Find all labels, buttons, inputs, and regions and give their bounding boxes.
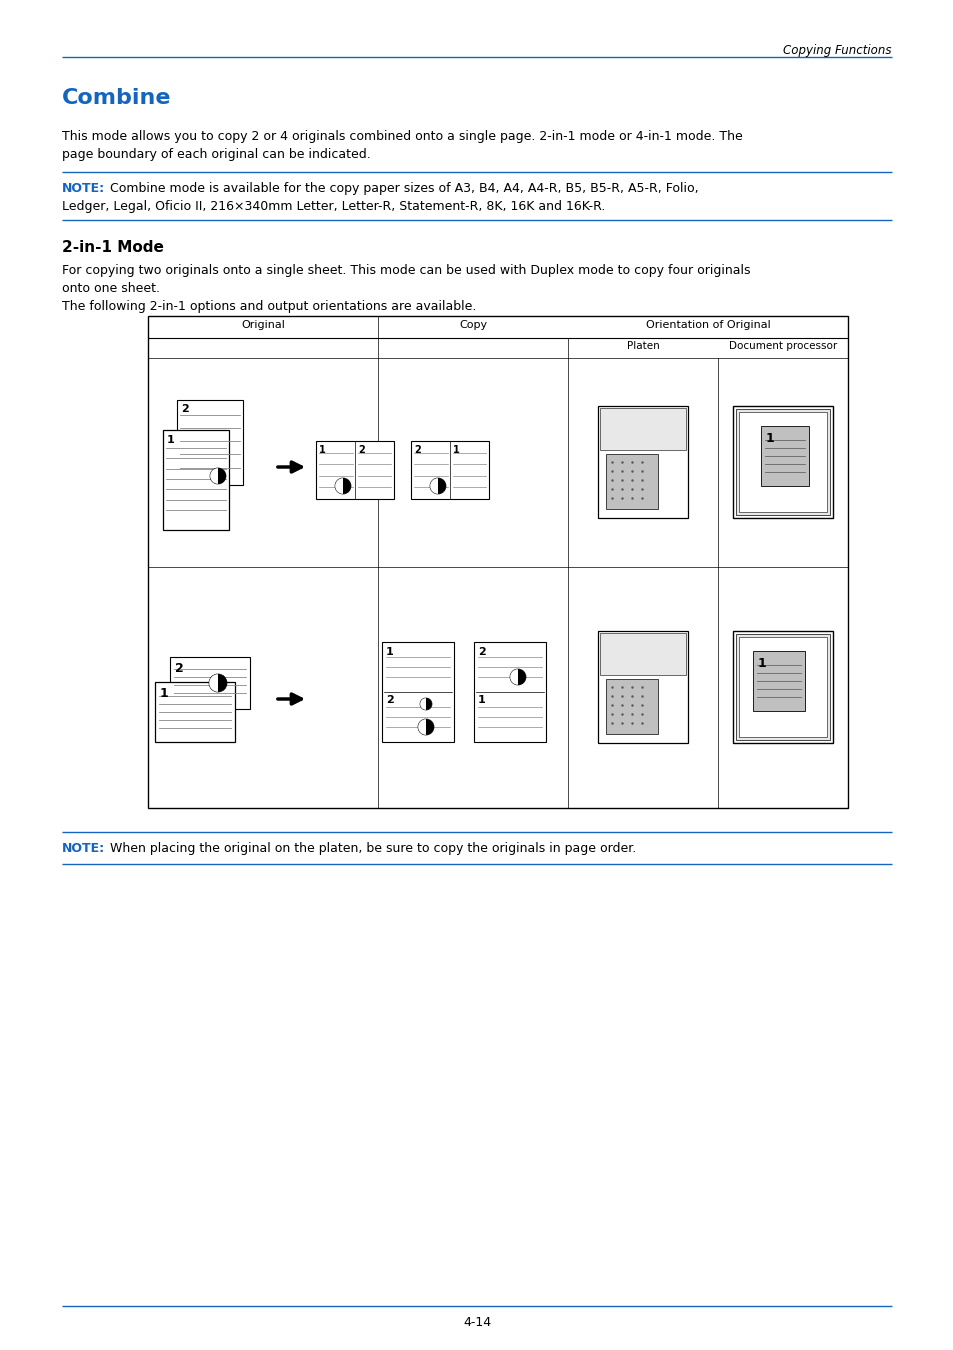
Wedge shape — [209, 674, 218, 691]
Wedge shape — [510, 670, 517, 684]
Text: Copying Functions: Copying Functions — [782, 45, 891, 57]
Text: Combine: Combine — [62, 88, 172, 108]
Text: 2: 2 — [357, 446, 364, 455]
Bar — [177, 400, 243, 485]
Text: Copy: Copy — [458, 320, 487, 329]
Wedge shape — [417, 720, 426, 734]
Circle shape — [209, 674, 227, 693]
Wedge shape — [430, 478, 437, 494]
Bar — [752, 651, 804, 711]
Bar — [735, 409, 829, 514]
Text: 4-14: 4-14 — [462, 1316, 491, 1328]
Bar — [599, 633, 685, 675]
Text: For copying two originals onto a single sheet. This mode can be used with Duplex: For copying two originals onto a single … — [62, 265, 750, 277]
Text: 2: 2 — [174, 662, 184, 675]
Text: When placing the original on the platen, be sure to copy the originals in page o: When placing the original on the platen,… — [106, 842, 636, 855]
Text: 1: 1 — [318, 446, 325, 455]
Bar — [760, 427, 808, 486]
Text: 1: 1 — [765, 432, 774, 446]
Text: Platen: Platen — [626, 342, 659, 351]
Text: Original: Original — [241, 320, 285, 329]
Bar — [170, 657, 250, 709]
Bar — [598, 630, 687, 743]
Text: 1: 1 — [758, 657, 766, 670]
Text: 2: 2 — [477, 647, 485, 657]
Text: 2-in-1 Mode: 2-in-1 Mode — [62, 240, 164, 255]
Bar — [474, 643, 545, 743]
Circle shape — [210, 468, 226, 485]
Wedge shape — [419, 698, 426, 710]
Text: Ledger, Legal, Oficio II, 216×340mm Letter, Letter-R, Statement-R, 8K, 16K and 1: Ledger, Legal, Oficio II, 216×340mm Lett… — [62, 200, 605, 213]
Bar — [598, 406, 687, 518]
Text: 1: 1 — [453, 446, 459, 455]
Bar — [315, 441, 394, 500]
Bar — [739, 637, 826, 737]
Bar — [148, 316, 847, 809]
Text: NOTE:: NOTE: — [62, 182, 105, 194]
Bar — [163, 431, 229, 531]
Circle shape — [430, 478, 446, 494]
Text: 2: 2 — [414, 446, 420, 455]
Text: 1: 1 — [477, 695, 485, 705]
Bar — [732, 406, 832, 518]
Circle shape — [419, 698, 432, 710]
Bar — [732, 630, 832, 743]
Bar — [381, 643, 454, 743]
Text: onto one sheet.: onto one sheet. — [62, 282, 160, 296]
Text: NOTE:: NOTE: — [62, 842, 105, 855]
Wedge shape — [335, 478, 343, 494]
Bar — [739, 412, 826, 512]
Bar — [735, 634, 829, 740]
Wedge shape — [210, 468, 218, 483]
Text: 2: 2 — [181, 405, 189, 414]
Text: 1: 1 — [386, 647, 394, 657]
Text: 1: 1 — [167, 435, 174, 446]
Text: page boundary of each original can be indicated.: page boundary of each original can be in… — [62, 148, 371, 161]
Text: Orientation of Original: Orientation of Original — [645, 320, 770, 329]
Text: Document processor: Document processor — [728, 342, 836, 351]
Bar — [154, 682, 234, 742]
Text: 2: 2 — [386, 695, 394, 705]
Circle shape — [335, 478, 351, 494]
Text: This mode allows you to copy 2 or 4 originals combined onto a single page. 2-in-: This mode allows you to copy 2 or 4 orig… — [62, 130, 742, 143]
Bar — [411, 441, 489, 500]
Text: 1: 1 — [160, 687, 169, 701]
Bar — [605, 679, 658, 734]
Bar — [599, 408, 685, 450]
Bar — [605, 454, 658, 509]
Circle shape — [510, 670, 525, 684]
Circle shape — [417, 720, 434, 734]
Text: Combine mode is available for the copy paper sizes of A3, B4, A4, A4-R, B5, B5-R: Combine mode is available for the copy p… — [106, 182, 698, 194]
Text: The following 2-in-1 options and output orientations are available.: The following 2-in-1 options and output … — [62, 300, 476, 313]
